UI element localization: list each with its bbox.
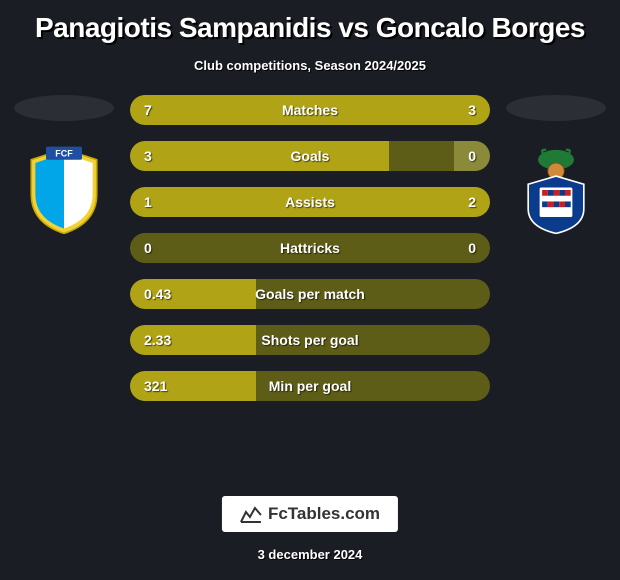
stat-row: 3Goals0 — [130, 141, 490, 171]
footer-brand-label: FcTables.com — [268, 504, 380, 524]
svg-text:FCF: FCF — [55, 148, 73, 158]
stat-row: 321Min per goal — [130, 371, 490, 401]
stat-row: 0.43Goals per match — [130, 279, 490, 309]
stat-label: Hattricks — [130, 233, 490, 263]
stats-table: 7Matches33Goals01Assists20Hattricks00.43… — [130, 95, 490, 417]
stat-label: Min per goal — [130, 371, 490, 401]
fctables-logo-icon — [240, 505, 262, 523]
porto-crest-icon — [511, 145, 601, 235]
stat-label: Goals — [130, 141, 490, 171]
left-player-badge: FCF — [14, 95, 114, 255]
subtitle: Club competitions, Season 2024/2025 — [0, 58, 620, 73]
stat-row: 2.33Shots per goal — [130, 325, 490, 355]
stat-label: Matches — [130, 95, 490, 125]
stat-value-right: 3 — [468, 95, 476, 125]
stat-label: Shots per goal — [130, 325, 490, 355]
main-content: FCF 7Matches33Goals01Assi — [0, 95, 620, 435]
comparison-card: Panagiotis Sampanidis vs Goncalo Borges … — [0, 0, 620, 580]
stat-value-right: 0 — [468, 233, 476, 263]
date-label: 3 december 2024 — [0, 547, 620, 562]
photo-placeholder-ellipse — [14, 95, 114, 121]
stat-label: Goals per match — [130, 279, 490, 309]
stat-row: 7Matches3 — [130, 95, 490, 125]
stat-row: 1Assists2 — [130, 187, 490, 217]
photo-placeholder-ellipse — [506, 95, 606, 121]
stat-label: Assists — [130, 187, 490, 217]
famalicao-crest-icon: FCF — [19, 145, 109, 235]
stat-value-right: 2 — [468, 187, 476, 217]
stat-value-right: 0 — [468, 141, 476, 171]
right-player-badge — [506, 95, 606, 255]
footer-brand-badge[interactable]: FcTables.com — [222, 496, 398, 532]
page-title: Panagiotis Sampanidis vs Goncalo Borges — [0, 0, 620, 44]
stat-row: 0Hattricks0 — [130, 233, 490, 263]
